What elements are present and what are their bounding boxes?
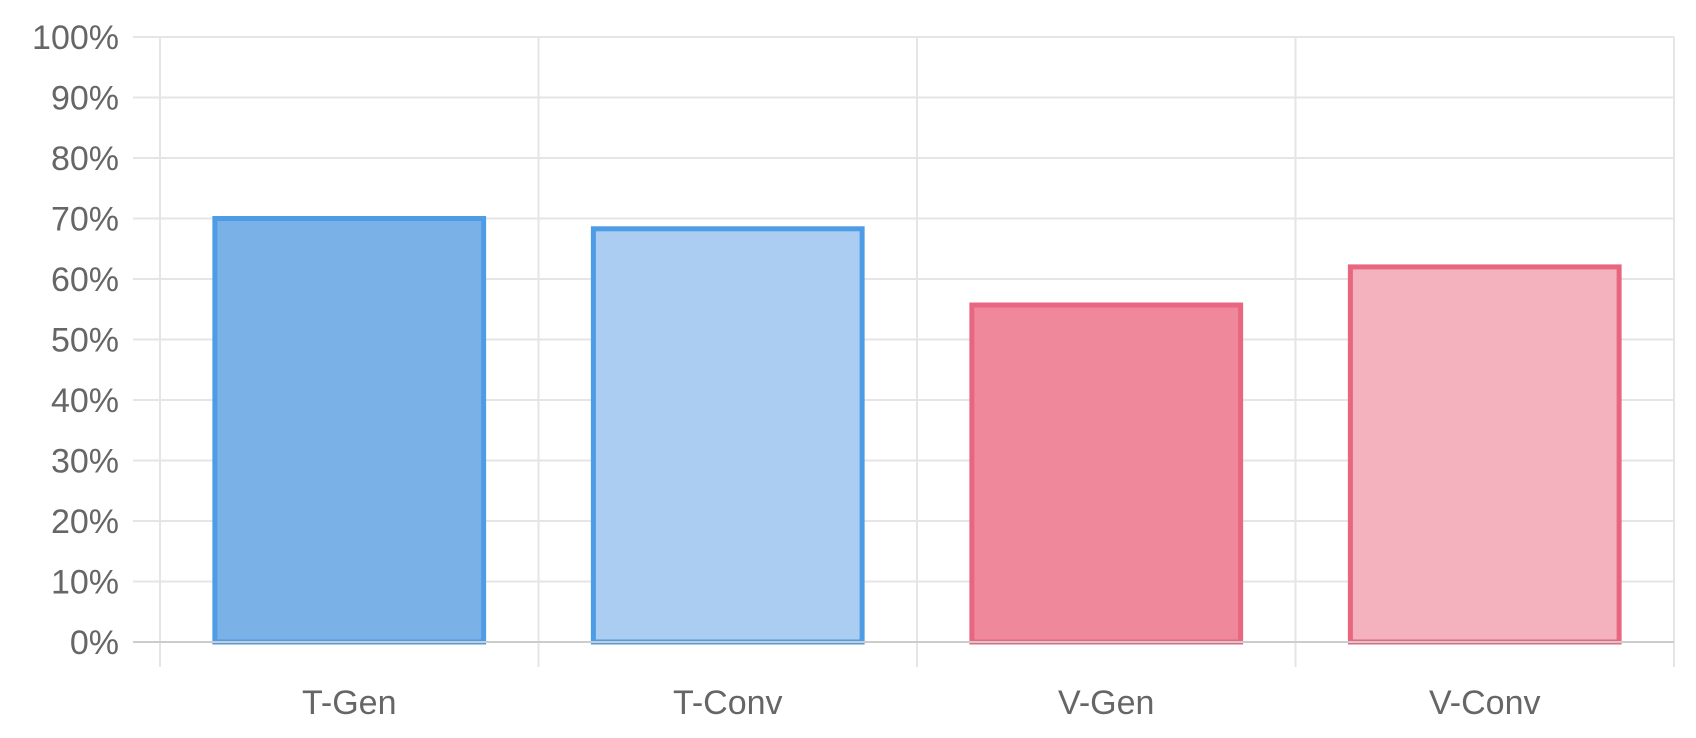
x-category-label: V-Conv — [1429, 684, 1541, 722]
y-tick-label: 40% — [51, 382, 119, 420]
x-category-label: V-Gen — [1058, 684, 1154, 722]
y-tick-label: 80% — [51, 140, 119, 178]
x-category-label: T-Gen — [302, 684, 396, 722]
y-tick-label: 0% — [70, 624, 119, 662]
y-tick-label: 60% — [51, 261, 119, 299]
y-tick-label: 90% — [51, 80, 119, 118]
y-tick-label: 100% — [32, 19, 119, 57]
y-axis-tick-labels: 0% 10% 20% 30% 40% 50% 60% 70% 80% 90% 100% — [32, 19, 119, 662]
x-category-label: T-Conv — [673, 684, 783, 722]
y-tick-label: 20% — [51, 503, 119, 541]
y-tick-label: 70% — [51, 201, 119, 239]
y-tick-label: 30% — [51, 443, 119, 481]
x-axis-category-labels: T-Gen T-Conv V-Gen V-Conv — [302, 684, 1540, 722]
bar-t-gen — [212, 216, 487, 645]
bar-v-conv — [1347, 264, 1622, 645]
y-tick-label: 10% — [51, 564, 119, 602]
bars — [212, 216, 1622, 645]
bar-v-gen — [969, 302, 1244, 645]
bar-t-conv — [590, 226, 865, 645]
y-tick-label: 50% — [51, 322, 119, 360]
